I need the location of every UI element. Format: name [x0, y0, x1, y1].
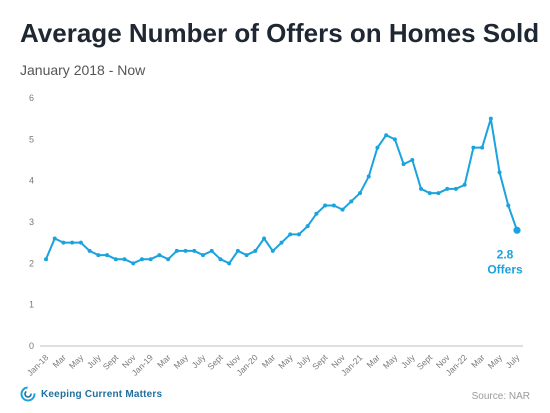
data-point [209, 248, 214, 253]
x-tick-label: Mar [260, 352, 278, 370]
x-tick-label: July [294, 352, 312, 370]
data-point [218, 257, 223, 262]
data-point [166, 257, 171, 262]
data-point [148, 257, 153, 262]
data-point [253, 248, 258, 253]
data-point [506, 203, 511, 208]
data-point [87, 248, 92, 253]
data-point [314, 211, 319, 216]
data-point [366, 174, 371, 179]
data-point [305, 224, 310, 229]
x-tick-label: Sept [101, 352, 121, 372]
y-tick-label: 1 [29, 300, 34, 310]
x-tick-label: May [172, 352, 191, 371]
y-tick-label: 6 [29, 93, 34, 103]
x-tick-label: May [381, 352, 400, 371]
x-tick-label: Mar [50, 352, 68, 370]
x-tick-label: Mar [364, 352, 382, 370]
data-point [52, 236, 57, 241]
data-point [139, 257, 144, 262]
x-tick-label: July [85, 352, 103, 370]
x-tick-label: Mar [469, 352, 487, 370]
data-point [70, 240, 75, 245]
data-point [453, 186, 458, 191]
y-tick-label: 4 [29, 176, 34, 186]
data-point [419, 186, 424, 191]
brand-logo: Keeping Current Matters [20, 386, 162, 402]
data-point [183, 248, 188, 253]
x-tick-label: July [190, 352, 208, 370]
data-point [262, 236, 267, 241]
x-tick-label: Sept [310, 352, 330, 372]
data-point [331, 203, 336, 208]
y-tick-label: 3 [29, 217, 34, 227]
chart-subtitle: January 2018 - Now [20, 62, 146, 78]
x-tick-label: May [276, 352, 295, 371]
data-point [410, 158, 415, 162]
data-point [113, 257, 118, 262]
data-point [44, 257, 48, 262]
data-point [122, 257, 127, 262]
data-point [436, 191, 441, 196]
brand-swirl-icon [20, 386, 36, 402]
data-point [174, 248, 179, 253]
data-point [445, 186, 450, 191]
data-point [192, 248, 197, 253]
data-point [471, 145, 476, 150]
data-point [427, 191, 432, 196]
data-points [44, 116, 521, 266]
data-point [296, 232, 301, 237]
data-point [480, 145, 485, 150]
data-point [244, 253, 249, 258]
y-tick-label: 2 [29, 258, 34, 268]
data-point [392, 137, 397, 142]
data-point [497, 170, 502, 175]
y-axis-ticks: 0 1 2 3 4 5 6 [29, 93, 34, 351]
y-tick-label: 0 [29, 341, 34, 351]
x-tick-label: Jan-18 [25, 352, 51, 378]
chart-title: Average Number of Offers on Homes Sold [20, 18, 540, 48]
data-point [401, 162, 406, 167]
data-point [61, 240, 66, 245]
data-point [105, 253, 110, 258]
x-tick-label: July [399, 352, 417, 370]
data-point [201, 253, 205, 258]
data-point [78, 240, 83, 245]
x-tick-label: Sept [415, 352, 435, 372]
x-tick-label: May [486, 352, 505, 371]
annotation-label: Offers [487, 262, 523, 276]
last-data-point [513, 226, 521, 234]
data-point [340, 207, 345, 212]
annotation-value: 2.8 [497, 247, 514, 261]
x-tick-label: Sept [205, 352, 225, 372]
x-tick-label: Mar [155, 352, 173, 370]
source-note: Source: NAR [471, 391, 530, 402]
data-point [349, 199, 354, 204]
data-point [227, 261, 232, 266]
data-point [323, 203, 328, 208]
data-point [462, 182, 467, 187]
x-tick-label: May [67, 352, 86, 371]
data-point [375, 145, 380, 150]
data-point [488, 116, 493, 121]
data-point [157, 253, 162, 258]
brand-name: Keeping Current Matters [41, 388, 163, 400]
data-point [288, 232, 293, 237]
data-point [131, 261, 136, 266]
x-tick-label: July [504, 352, 522, 370]
data-point [270, 248, 275, 253]
data-point [279, 240, 284, 245]
data-point [384, 133, 389, 138]
y-tick-label: 5 [29, 134, 34, 144]
data-point [96, 253, 101, 258]
data-point [358, 191, 362, 196]
data-point [235, 248, 240, 253]
